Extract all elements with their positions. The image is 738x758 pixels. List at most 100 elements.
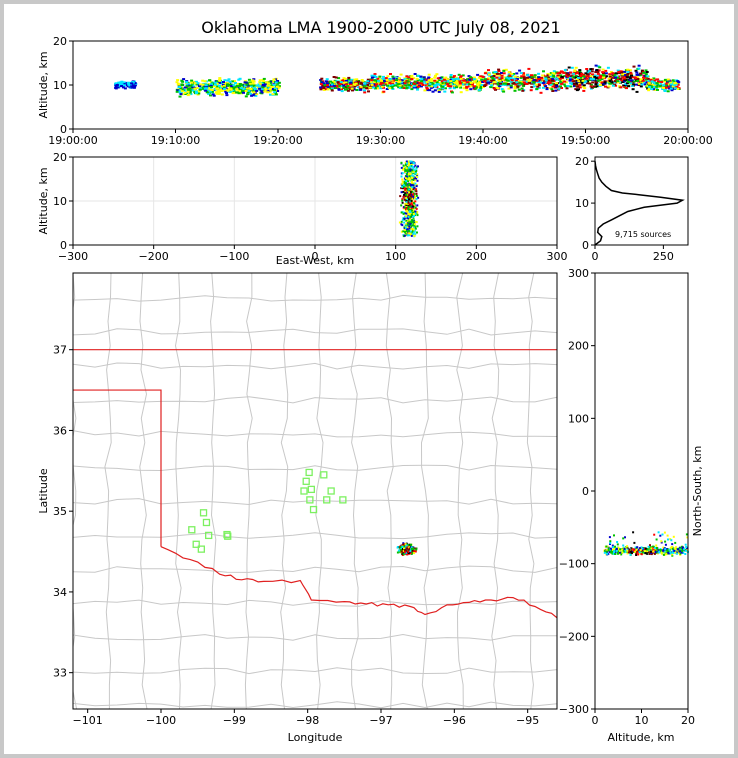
source-point [449, 76, 453, 79]
source-point [608, 80, 612, 83]
source-point [494, 82, 498, 85]
source-point [654, 547, 657, 549]
source-point [487, 72, 491, 75]
source-point [392, 79, 396, 82]
source-point [507, 71, 511, 74]
source-point [545, 88, 549, 91]
source-point [490, 83, 493, 86]
source-point [408, 177, 411, 180]
source-point [545, 87, 549, 89]
source-point [405, 551, 408, 554]
source-point [648, 548, 651, 551]
source-point [542, 81, 546, 84]
source-point [669, 87, 673, 90]
source-point [552, 70, 556, 73]
source-point [227, 78, 231, 81]
source-point [660, 81, 664, 83]
station-marker [192, 540, 200, 548]
source-point [114, 86, 118, 89]
source-point [402, 196, 405, 199]
source-point [476, 73, 480, 76]
source-point [602, 76, 605, 79]
source-point [671, 554, 674, 557]
source-point [518, 81, 522, 84]
source-point [346, 89, 350, 92]
source-point [586, 70, 590, 73]
source-point [247, 78, 251, 81]
source-point [525, 80, 529, 83]
source-point [130, 82, 134, 85]
source-point [372, 83, 376, 86]
source-point [543, 80, 547, 83]
source-point [582, 75, 586, 78]
source-point [546, 73, 550, 76]
source-point [647, 545, 650, 548]
source-point [334, 87, 338, 89]
source-point [379, 83, 383, 86]
source-point [657, 531, 660, 534]
source-point [640, 83, 644, 86]
source-point [684, 553, 687, 555]
station-marker [327, 487, 335, 495]
source-point [214, 91, 218, 94]
source-point [591, 81, 595, 84]
source-point [406, 228, 409, 231]
source-point [473, 81, 477, 84]
source-point [414, 200, 417, 203]
source-point [232, 84, 236, 87]
x-tick-label: 20:00:00 [663, 134, 712, 147]
source-point [644, 73, 648, 76]
source-point [403, 78, 407, 81]
source-point [408, 160, 411, 163]
source-point [180, 84, 184, 86]
source-point [407, 190, 410, 193]
source-point [617, 70, 621, 73]
source-point [459, 76, 462, 79]
source-point [193, 91, 197, 93]
source-point [413, 186, 416, 189]
source-point [208, 90, 212, 93]
source-point [530, 74, 533, 77]
source-point [329, 80, 332, 83]
source-point [609, 540, 612, 543]
source-point [412, 77, 416, 80]
source-point [535, 88, 539, 90]
source-point [469, 88, 473, 91]
source-point [502, 69, 506, 72]
altitude-histogram-line [594, 161, 685, 246]
source-point [230, 80, 234, 83]
source-point [405, 207, 408, 210]
source-point [423, 89, 427, 92]
source-point [501, 82, 505, 85]
source-point [410, 207, 413, 210]
source-point [645, 78, 648, 81]
source-point [414, 86, 418, 89]
source-point [273, 89, 276, 91]
source-point [226, 82, 230, 84]
source-point [430, 78, 433, 80]
source-point [635, 548, 638, 551]
county-line [73, 667, 557, 675]
source-point [251, 88, 255, 90]
source-point [635, 73, 639, 76]
source-point [487, 73, 491, 76]
source-point [372, 86, 375, 89]
source-point [608, 75, 612, 78]
source-point [183, 91, 187, 94]
source-point [258, 82, 262, 85]
source-point [566, 75, 570, 78]
source-point [175, 81, 179, 84]
source-point [521, 89, 525, 92]
source-point [513, 87, 517, 90]
source-point [507, 87, 511, 90]
source-point [405, 182, 407, 185]
source-point [569, 78, 572, 81]
source-point [381, 79, 385, 82]
source-point [616, 76, 620, 79]
source-point [449, 74, 453, 76]
source-point [438, 83, 442, 86]
source-point [638, 74, 642, 77]
county-line [491, 273, 500, 709]
source-point [343, 77, 347, 80]
